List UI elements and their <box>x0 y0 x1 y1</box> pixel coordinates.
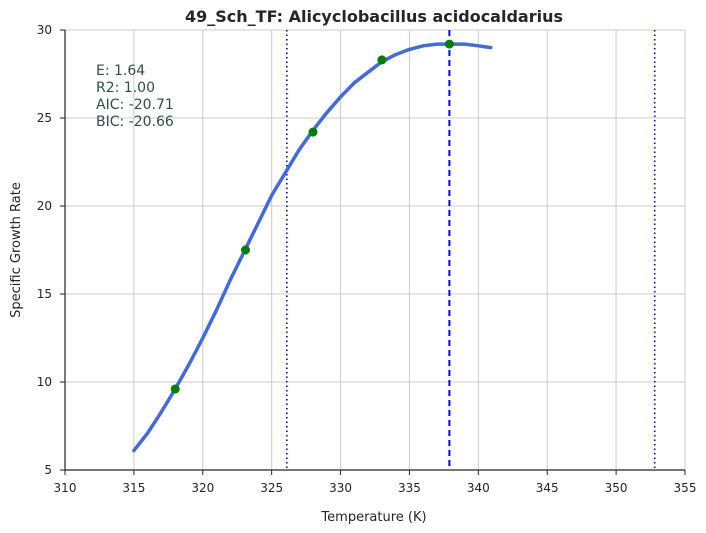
reference-lines <box>286 30 656 470</box>
data-point <box>444 39 454 49</box>
chart-title: 49_Sch_TF: Alicyclobacillus acidocaldari… <box>185 7 563 26</box>
data-point <box>377 55 387 65</box>
grid <box>64 29 686 471</box>
axes <box>60 29 686 475</box>
x-tick-label: 330 <box>329 481 352 495</box>
y-axis-label: Specific Growth Rate <box>9 182 24 318</box>
stat-e: E: 1.64 <box>96 63 145 79</box>
x-axis-label: Temperature (K) <box>320 510 426 525</box>
x-tick-label: 320 <box>191 481 214 495</box>
x-tick-label: 310 <box>54 481 77 495</box>
fit-curve-group <box>132 42 493 453</box>
y-tick-label: 5 <box>44 463 52 477</box>
y-tick-label: 20 <box>37 199 52 213</box>
stat-aic: AIC: -20.71 <box>96 97 174 113</box>
y-tick-label: 30 <box>37 23 52 37</box>
x-tick-label: 345 <box>536 481 559 495</box>
stat-bic: BIC: -20.66 <box>96 114 174 130</box>
tick-labels: 310 315 320 325 330 335 340 345 350 355 5 10 15 20 25 3… <box>37 23 697 495</box>
x-tick-label: 350 <box>605 481 628 495</box>
stat-r2: R2: 1.00 <box>96 80 155 96</box>
x-tick-label: 335 <box>398 481 421 495</box>
data-point <box>308 127 318 137</box>
x-tick-label: 355 <box>674 481 697 495</box>
y-tick-label: 25 <box>37 111 52 125</box>
data-point <box>240 245 250 255</box>
y-tick-label: 15 <box>37 287 52 301</box>
x-tick-label: 315 <box>122 481 145 495</box>
fit-curve-line <box>132 42 493 453</box>
y-tick-label: 10 <box>37 375 52 389</box>
x-tick-label: 340 <box>467 481 490 495</box>
fit-stats: E: 1.64 R2: 1.00 AIC: -20.71 BIC: -20.66 <box>96 63 174 130</box>
x-tick-label: 325 <box>260 481 283 495</box>
data-points <box>170 39 454 394</box>
data-point <box>170 384 180 394</box>
